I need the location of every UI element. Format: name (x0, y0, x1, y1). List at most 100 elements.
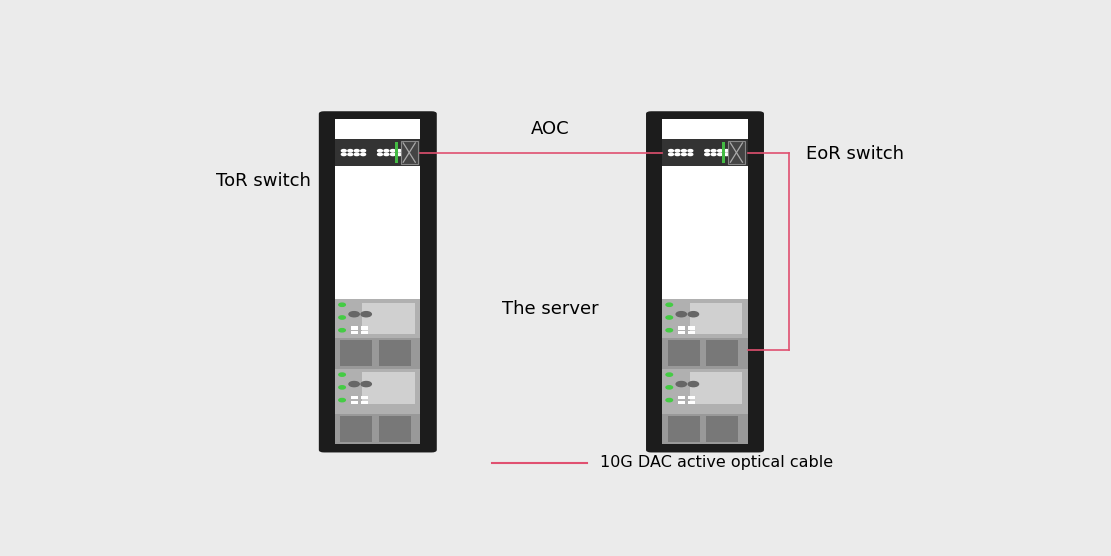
Bar (662, 338, 748, 369)
Bar (688, 326, 695, 330)
Text: AOC: AOC (531, 120, 569, 137)
Bar (351, 396, 358, 399)
Circle shape (665, 303, 672, 306)
Bar (662, 120, 748, 138)
Circle shape (348, 150, 352, 152)
Bar (361, 326, 368, 330)
Circle shape (339, 399, 346, 402)
Bar (690, 302, 742, 335)
Circle shape (665, 386, 672, 389)
Text: EoR switch: EoR switch (807, 145, 904, 163)
Circle shape (669, 153, 673, 156)
Circle shape (339, 303, 346, 306)
Circle shape (688, 150, 693, 152)
Circle shape (339, 373, 346, 376)
Circle shape (361, 150, 366, 152)
Bar (688, 401, 695, 404)
Circle shape (677, 381, 687, 386)
Bar (361, 331, 368, 335)
Circle shape (665, 316, 672, 319)
Bar (379, 340, 411, 366)
Bar (340, 416, 372, 442)
Circle shape (665, 329, 672, 332)
Circle shape (718, 150, 722, 152)
Bar (336, 120, 420, 138)
Circle shape (341, 153, 347, 156)
Bar (362, 373, 416, 404)
Bar (707, 340, 739, 366)
Bar (336, 299, 420, 444)
Bar (662, 120, 748, 444)
Circle shape (711, 150, 715, 152)
Circle shape (677, 311, 687, 317)
Circle shape (681, 150, 687, 152)
Bar (394, 142, 398, 163)
Bar (678, 396, 685, 399)
Circle shape (669, 150, 673, 152)
Circle shape (348, 153, 352, 156)
Circle shape (704, 153, 710, 156)
Circle shape (724, 153, 729, 156)
Circle shape (688, 153, 693, 156)
Circle shape (354, 153, 359, 156)
Circle shape (349, 381, 359, 386)
Bar (336, 414, 420, 444)
Circle shape (724, 150, 729, 152)
Bar (351, 326, 358, 330)
Bar (707, 416, 739, 442)
Circle shape (688, 381, 699, 386)
Bar (340, 340, 372, 366)
Circle shape (665, 399, 672, 402)
Bar (678, 326, 685, 330)
Text: ToR switch: ToR switch (217, 172, 311, 190)
Bar (379, 416, 411, 442)
Bar (662, 414, 748, 444)
Circle shape (378, 150, 382, 152)
Circle shape (361, 381, 371, 386)
FancyBboxPatch shape (319, 111, 437, 453)
Bar (361, 396, 368, 399)
Bar (678, 401, 685, 404)
Circle shape (349, 311, 359, 317)
Circle shape (665, 373, 672, 376)
Circle shape (361, 153, 366, 156)
Bar (688, 331, 695, 335)
Circle shape (361, 311, 371, 317)
Circle shape (718, 153, 722, 156)
Bar (722, 142, 725, 163)
FancyBboxPatch shape (645, 111, 764, 453)
Circle shape (390, 153, 396, 156)
Circle shape (384, 150, 389, 152)
Bar (361, 401, 368, 404)
Circle shape (339, 329, 346, 332)
Circle shape (354, 150, 359, 152)
Circle shape (675, 153, 680, 156)
Bar (401, 141, 418, 165)
Circle shape (339, 386, 346, 389)
Text: The server: The server (502, 300, 599, 317)
Bar (678, 331, 685, 335)
Bar (336, 338, 420, 369)
Text: 10G DAC active optical cable: 10G DAC active optical cable (600, 455, 832, 470)
Bar (336, 138, 420, 166)
Bar (662, 138, 748, 166)
Circle shape (711, 153, 715, 156)
Bar (728, 141, 745, 165)
Bar (690, 373, 742, 404)
Circle shape (397, 153, 402, 156)
Bar (668, 416, 700, 442)
Circle shape (390, 150, 396, 152)
Circle shape (339, 316, 346, 319)
Bar (362, 302, 416, 335)
Bar (662, 299, 748, 444)
Bar (351, 331, 358, 335)
Circle shape (384, 153, 389, 156)
Circle shape (688, 311, 699, 317)
Bar (351, 401, 358, 404)
Bar (336, 120, 420, 444)
Circle shape (704, 150, 710, 152)
Circle shape (378, 153, 382, 156)
Bar (668, 340, 700, 366)
Circle shape (675, 150, 680, 152)
Circle shape (681, 153, 687, 156)
